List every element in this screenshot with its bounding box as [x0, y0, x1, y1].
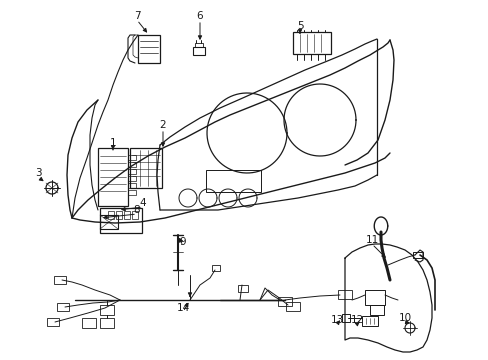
- Bar: [138, 35, 160, 63]
- Bar: [124, 211, 130, 219]
- Bar: [128, 176, 136, 181]
- Text: 6: 6: [196, 11, 203, 21]
- Bar: [100, 318, 114, 328]
- Bar: [292, 32, 330, 54]
- Bar: [128, 190, 136, 195]
- Bar: [128, 183, 136, 188]
- Text: 9: 9: [179, 237, 186, 247]
- Bar: [195, 43, 203, 47]
- Bar: [369, 305, 383, 315]
- Bar: [47, 318, 59, 326]
- Text: 2: 2: [160, 120, 166, 130]
- Bar: [100, 208, 142, 233]
- Bar: [57, 303, 69, 311]
- Text: 14: 14: [176, 303, 189, 313]
- Text: 7: 7: [133, 11, 140, 21]
- Bar: [341, 314, 349, 322]
- Bar: [130, 148, 162, 188]
- Bar: [212, 265, 220, 271]
- Bar: [100, 305, 114, 315]
- Text: 4: 4: [140, 198, 146, 208]
- Bar: [361, 316, 377, 326]
- Text: 3: 3: [35, 168, 41, 178]
- Bar: [412, 252, 422, 258]
- Bar: [98, 148, 128, 206]
- Bar: [278, 297, 291, 306]
- Text: 1: 1: [109, 138, 116, 148]
- Bar: [337, 290, 351, 299]
- Bar: [128, 155, 136, 160]
- Bar: [128, 169, 136, 174]
- Text: 10: 10: [398, 313, 411, 323]
- Text: 5: 5: [296, 21, 303, 31]
- Bar: [364, 290, 384, 305]
- Bar: [285, 302, 299, 311]
- Bar: [108, 211, 114, 219]
- Bar: [128, 162, 136, 167]
- Bar: [54, 276, 66, 284]
- Bar: [116, 211, 122, 219]
- Text: 8: 8: [133, 205, 140, 215]
- Bar: [132, 211, 138, 219]
- Text: 12: 12: [350, 315, 363, 325]
- Text: 11: 11: [365, 235, 378, 245]
- Bar: [238, 285, 247, 292]
- Bar: [193, 47, 204, 55]
- Text: 13: 13: [330, 315, 343, 325]
- Bar: [100, 215, 118, 229]
- Bar: [82, 318, 96, 328]
- Bar: [205, 170, 261, 192]
